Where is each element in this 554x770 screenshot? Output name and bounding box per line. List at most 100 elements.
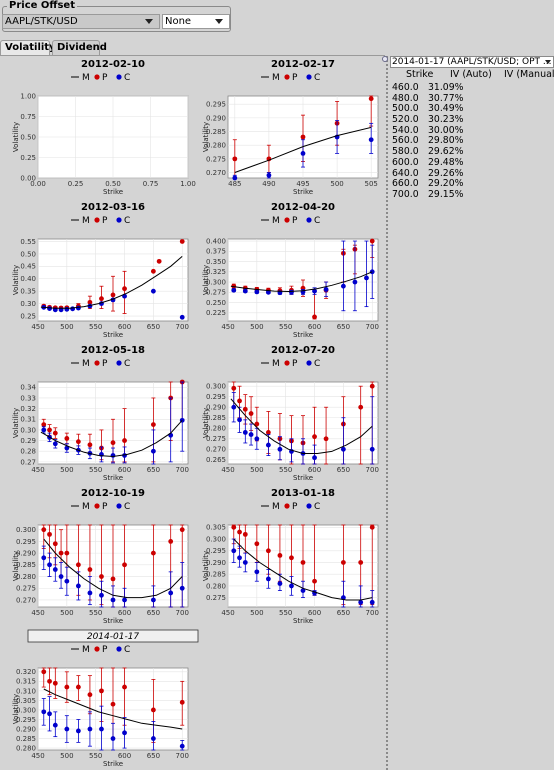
model-curve bbox=[234, 126, 372, 173]
table-row[interactable]: 500.0 30.49% bbox=[390, 104, 554, 115]
tab-dividend[interactable]: Dividend bbox=[52, 40, 107, 55]
y-tick-label: 0.375 bbox=[206, 248, 226, 256]
column-header-strike[interactable]: Strike bbox=[406, 69, 434, 80]
strike-cell: 640.0 bbox=[392, 167, 419, 179]
x-tick-label: 650 bbox=[337, 323, 350, 331]
iv-auto-cell: 29.20% bbox=[428, 178, 464, 190]
strike-cell: 600.0 bbox=[392, 156, 419, 168]
y-tick-label: 0.27 bbox=[20, 458, 36, 466]
table-row[interactable]: 640.0 29.26% bbox=[390, 167, 554, 180]
x-tick-label: 450 bbox=[221, 466, 234, 474]
put-point bbox=[64, 436, 70, 441]
splitter-handle-icon[interactable] bbox=[382, 56, 388, 62]
put-point bbox=[99, 296, 104, 302]
put-point bbox=[368, 96, 374, 102]
y-tick-label: 0.75 bbox=[20, 113, 36, 121]
y-tick-label: 0.285 bbox=[206, 128, 226, 136]
put-point bbox=[47, 678, 52, 684]
strike-cell: 660.0 bbox=[392, 178, 419, 190]
y-tick-label: 0.280 bbox=[206, 425, 226, 433]
legend-c-label: C bbox=[314, 73, 320, 83]
table-row[interactable]: 520.0 30.23% bbox=[390, 114, 554, 126]
x-tick-label: 450 bbox=[221, 609, 234, 617]
table-row[interactable]: 560.0 29.80% bbox=[390, 136, 554, 147]
call-point bbox=[242, 430, 248, 435]
put-point bbox=[248, 411, 254, 416]
model-curve bbox=[43, 538, 183, 599]
legend-p-label: P bbox=[102, 645, 108, 655]
y-tick-label: 0.325 bbox=[206, 268, 226, 276]
x-axis-label: Strike bbox=[103, 188, 123, 196]
call-point bbox=[122, 730, 127, 736]
x-tick-label: 485 bbox=[228, 180, 241, 188]
call-point bbox=[47, 711, 52, 717]
model-curve bbox=[40, 256, 183, 309]
put-point bbox=[110, 292, 116, 298]
table-row[interactable]: 540.0 30.00% bbox=[390, 125, 554, 137]
chart-title: 2012-03-16 bbox=[81, 202, 145, 213]
x-tick-label: 490 bbox=[262, 180, 275, 188]
table-row[interactable]: 700.0 29.15% bbox=[390, 189, 554, 201]
underlying-select[interactable]: AAPL/STK/USD bbox=[2, 14, 160, 29]
legend-m-label: M bbox=[82, 645, 90, 655]
y-tick-label: 0.30 bbox=[20, 300, 36, 308]
legend-c-label: C bbox=[124, 645, 130, 655]
legend-p-swatch bbox=[94, 503, 100, 509]
y-axis-label: Volatility bbox=[202, 122, 210, 152]
y-tick-label: 1.00 bbox=[20, 92, 36, 100]
y-tick-label: 0.32 bbox=[20, 405, 36, 413]
y-tick-label: 0.50 bbox=[20, 133, 36, 141]
x-tick-label: 600 bbox=[118, 752, 131, 760]
column-header-iv-auto[interactable]: IV (Auto) bbox=[450, 69, 492, 80]
put-point bbox=[358, 404, 364, 410]
table-row[interactable]: 600.0 29.48% bbox=[390, 156, 554, 169]
x-axis-label: Strike bbox=[293, 331, 313, 339]
legend-c-label: C bbox=[314, 502, 320, 512]
offset-select[interactable]: None bbox=[162, 14, 230, 29]
tab-volatility[interactable]: Volatility bbox=[0, 40, 56, 55]
x-tick-label: 450 bbox=[31, 609, 44, 617]
put-point bbox=[323, 436, 329, 442]
table-row[interactable]: 580.0 29.62% bbox=[390, 146, 554, 158]
call-point bbox=[75, 583, 81, 589]
x-tick-label: 550 bbox=[279, 323, 292, 331]
call-point bbox=[289, 289, 294, 295]
x-tick-label: 0.25 bbox=[68, 180, 84, 188]
y-tick-label: 0.275 bbox=[206, 435, 226, 443]
x-tick-label: 500 bbox=[250, 609, 263, 617]
put-point bbox=[179, 239, 185, 244]
table-row[interactable]: 480.0 30.77% bbox=[390, 92, 554, 105]
y-tick-label: 0.280 bbox=[16, 744, 36, 752]
put-point bbox=[237, 398, 242, 404]
y-tick-label: 0.300 bbox=[16, 526, 36, 534]
call-point bbox=[64, 578, 70, 584]
x-tick-label: 700 bbox=[366, 466, 379, 474]
put-point bbox=[231, 385, 237, 391]
table-row[interactable]: 460.0 31.09% bbox=[390, 82, 554, 94]
legend-p-label: P bbox=[292, 359, 298, 369]
y-axis-label: Volatility bbox=[202, 408, 210, 438]
call-point bbox=[64, 726, 70, 732]
legend-m-label: M bbox=[82, 216, 90, 226]
call-point bbox=[150, 288, 156, 294]
x-tick-label: 550 bbox=[89, 323, 102, 331]
column-header-iv-manual[interactable]: IV (Manual) bbox=[504, 69, 554, 80]
call-point bbox=[99, 726, 104, 732]
panel-splitter[interactable] bbox=[386, 56, 388, 770]
table-row[interactable]: 660.0 29.20% bbox=[390, 178, 554, 190]
y-axis-label: Volatility bbox=[12, 694, 20, 724]
y-tick-label: 0.285 bbox=[16, 561, 36, 569]
iv-auto-cell: 30.49% bbox=[428, 103, 464, 115]
put-point bbox=[179, 527, 185, 533]
call-point bbox=[150, 597, 156, 603]
iv-auto-cell: 30.77% bbox=[428, 92, 464, 104]
y-tick-label: 0.25 bbox=[20, 154, 36, 162]
x-tick-label: 500 bbox=[330, 180, 343, 188]
put-point bbox=[87, 442, 93, 448]
y-tick-label: 0.40 bbox=[20, 275, 36, 283]
x-tick-label: 550 bbox=[279, 466, 292, 474]
expiry-select[interactable]: 2014-01-17 (AAPL/STK/USD; OPT ... bbox=[390, 56, 554, 68]
y-tick-label: 0.270 bbox=[206, 169, 226, 177]
y-tick-label: 0.33 bbox=[20, 394, 36, 402]
